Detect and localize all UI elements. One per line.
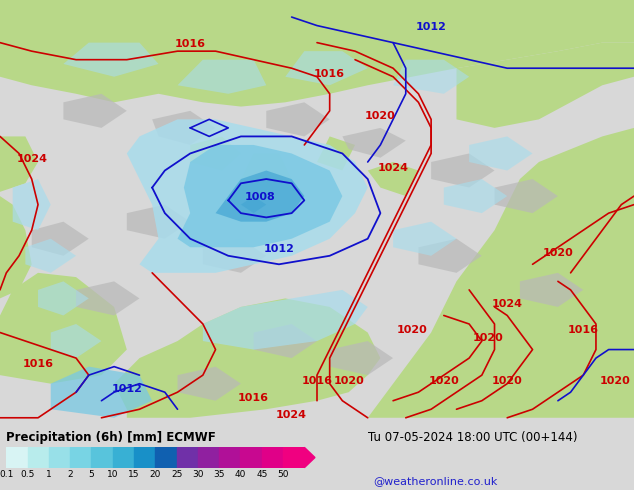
Text: 1024: 1024	[276, 410, 307, 420]
Polygon shape	[368, 128, 634, 418]
Polygon shape	[0, 136, 38, 192]
Polygon shape	[520, 273, 583, 307]
Polygon shape	[285, 51, 368, 85]
Polygon shape	[304, 447, 315, 467]
Polygon shape	[114, 298, 380, 418]
Text: 30: 30	[192, 470, 204, 479]
Polygon shape	[368, 162, 418, 196]
Polygon shape	[25, 239, 76, 273]
Text: 1016: 1016	[238, 392, 269, 403]
Text: 1024: 1024	[378, 163, 408, 172]
Text: 0.5: 0.5	[20, 470, 35, 479]
Text: 1024: 1024	[492, 299, 522, 309]
Polygon shape	[393, 60, 469, 94]
Text: 0.1: 0.1	[0, 470, 13, 479]
Polygon shape	[216, 171, 304, 221]
Bar	[70, 447, 91, 467]
Text: 1016: 1016	[175, 39, 205, 49]
Bar	[6, 447, 28, 467]
Text: 1024: 1024	[16, 154, 47, 164]
Polygon shape	[38, 281, 89, 316]
Text: Precipitation (6h) [mm] ECMWF: Precipitation (6h) [mm] ECMWF	[6, 431, 216, 444]
Polygon shape	[0, 273, 127, 384]
Text: 25: 25	[171, 470, 183, 479]
Text: 1016: 1016	[302, 376, 332, 386]
Text: 1020: 1020	[473, 333, 503, 343]
Bar	[28, 447, 49, 467]
Polygon shape	[241, 196, 266, 213]
Bar	[49, 447, 70, 467]
Polygon shape	[241, 153, 292, 188]
Polygon shape	[51, 324, 101, 358]
Bar	[219, 447, 240, 467]
Polygon shape	[254, 324, 317, 358]
Text: 20: 20	[150, 470, 161, 479]
Text: 1020: 1020	[600, 376, 630, 386]
Polygon shape	[0, 196, 32, 298]
Bar	[198, 447, 219, 467]
Text: 1016: 1016	[568, 324, 598, 335]
Polygon shape	[342, 128, 406, 158]
Text: 1012: 1012	[416, 22, 446, 32]
Text: 1012: 1012	[264, 244, 294, 253]
Polygon shape	[266, 102, 330, 136]
Text: 1020: 1020	[333, 376, 364, 386]
Text: 1020: 1020	[365, 111, 396, 122]
Text: 1016: 1016	[314, 69, 345, 79]
Text: 1016: 1016	[23, 359, 53, 368]
Text: 50: 50	[277, 470, 288, 479]
Bar	[155, 447, 177, 467]
Text: 35: 35	[214, 470, 225, 479]
Polygon shape	[178, 367, 241, 401]
Polygon shape	[469, 136, 533, 171]
Polygon shape	[76, 281, 139, 316]
Bar	[134, 447, 155, 467]
Text: @weatheronline.co.uk: @weatheronline.co.uk	[373, 476, 498, 487]
Text: 45: 45	[256, 470, 268, 479]
Polygon shape	[152, 111, 216, 145]
Polygon shape	[190, 136, 241, 171]
Text: 15: 15	[128, 470, 139, 479]
Text: 5: 5	[89, 470, 94, 479]
Polygon shape	[0, 0, 634, 106]
Text: 2: 2	[67, 470, 73, 479]
Text: Tu 07-05-2024 18:00 UTC (00+144): Tu 07-05-2024 18:00 UTC (00+144)	[368, 431, 577, 444]
Polygon shape	[63, 94, 127, 128]
Polygon shape	[127, 120, 368, 273]
Polygon shape	[203, 290, 368, 349]
Polygon shape	[393, 221, 456, 256]
Bar	[240, 447, 262, 467]
Polygon shape	[178, 145, 342, 247]
Bar	[177, 447, 198, 467]
Bar	[113, 447, 134, 467]
Text: 40: 40	[235, 470, 246, 479]
Bar	[91, 447, 113, 467]
Bar	[262, 447, 283, 467]
Polygon shape	[495, 179, 558, 213]
Text: 1008: 1008	[245, 193, 275, 202]
Polygon shape	[13, 179, 51, 230]
Text: 1: 1	[46, 470, 52, 479]
Bar	[283, 447, 304, 467]
Polygon shape	[127, 205, 190, 239]
Text: 1020: 1020	[397, 324, 427, 335]
Polygon shape	[431, 153, 495, 188]
Polygon shape	[330, 341, 393, 375]
Text: 1012: 1012	[112, 384, 142, 394]
Text: 10: 10	[107, 470, 119, 479]
Polygon shape	[418, 239, 482, 273]
Polygon shape	[203, 239, 266, 273]
Text: 1020: 1020	[492, 376, 522, 386]
Polygon shape	[456, 43, 634, 128]
Polygon shape	[317, 136, 355, 171]
Polygon shape	[178, 60, 266, 94]
Text: 1020: 1020	[429, 376, 459, 386]
Polygon shape	[51, 367, 152, 418]
Polygon shape	[32, 221, 89, 256]
Polygon shape	[444, 179, 507, 213]
Polygon shape	[63, 43, 158, 77]
Text: 1020: 1020	[543, 248, 573, 258]
